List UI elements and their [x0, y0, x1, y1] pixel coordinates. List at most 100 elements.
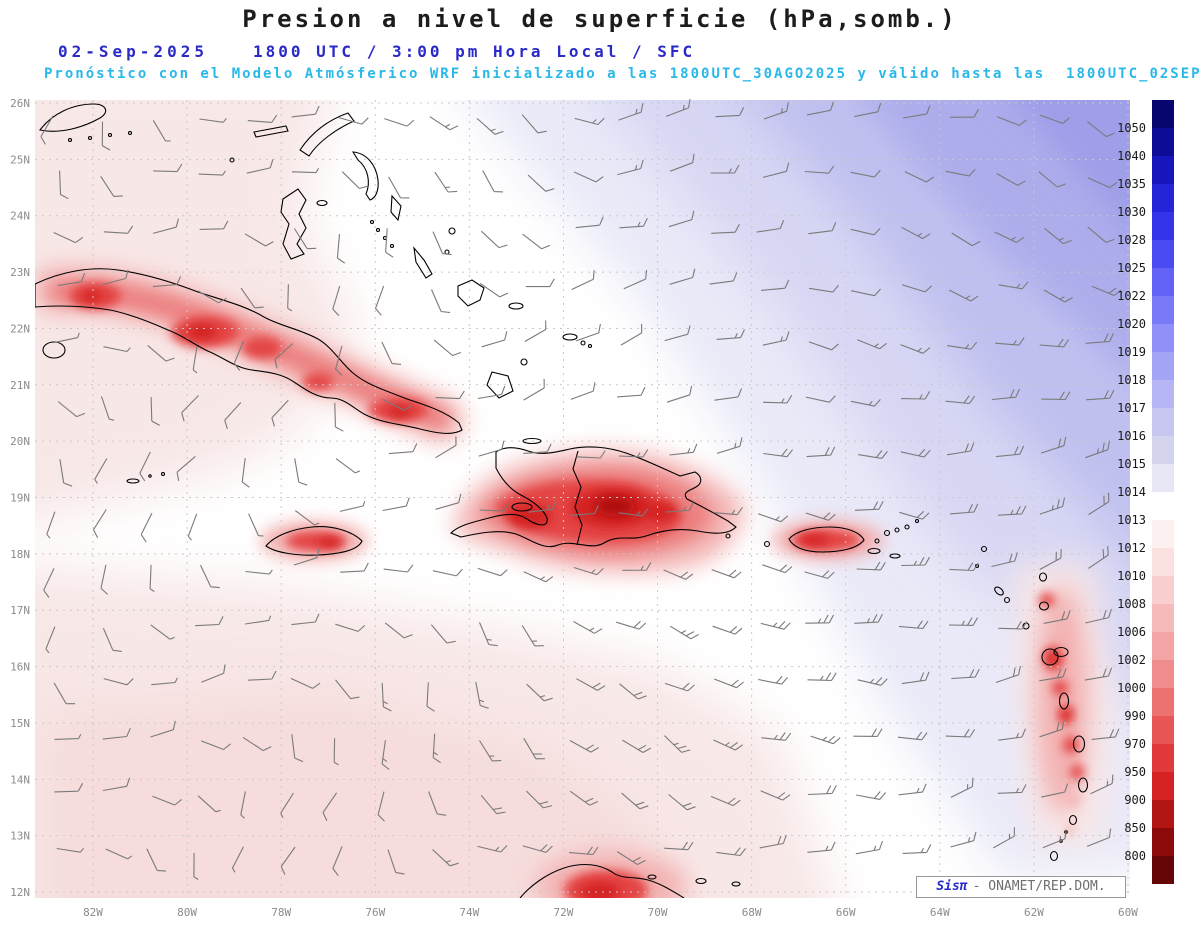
- lon-tick-label: 62W: [1024, 906, 1044, 919]
- lat-tick-label: 18N: [10, 548, 30, 561]
- wind-barb: [804, 165, 835, 174]
- wind-barb: [435, 436, 457, 459]
- wind-barb: [335, 679, 360, 700]
- coastline-keys: [127, 130, 133, 136]
- wind-barb: [1041, 391, 1071, 401]
- wind-barb: [758, 513, 789, 523]
- wind-barb: [949, 562, 979, 572]
- wind-barb: [527, 174, 555, 192]
- wind-barb: [525, 790, 553, 809]
- lat-tick-label: 14N: [10, 773, 30, 786]
- coastline-isla-juventud: [42, 341, 66, 359]
- colorbar-tick-label: 1020: [1117, 317, 1146, 331]
- wind-barb: [194, 616, 224, 627]
- wind-barb: [951, 668, 980, 680]
- wind-barb: [709, 272, 738, 285]
- coastline-mona: [763, 540, 771, 548]
- wind-barb: [481, 331, 508, 348]
- wind-barb: [1087, 226, 1115, 243]
- wind-barb: [759, 834, 787, 849]
- colorbar-segment: [1152, 352, 1174, 380]
- colorbar-segment: [1152, 240, 1174, 268]
- haiti-dr-border: [572, 450, 583, 546]
- colorbar-tick-label: 1012: [1117, 541, 1146, 555]
- wind-barb: [622, 739, 652, 753]
- lat-tick-label: 17N: [10, 604, 30, 617]
- wind-barb: [576, 678, 606, 691]
- wind-barb: [804, 570, 835, 579]
- wind-barb: [850, 227, 881, 236]
- wind-barb: [712, 625, 743, 635]
- wind-barb: [762, 564, 793, 574]
- coastline-puerto-rico: [788, 526, 865, 553]
- wind-barb: [59, 459, 73, 487]
- wind-barb: [197, 795, 221, 813]
- wind-barb: [898, 620, 929, 630]
- lon-tick-label: 78W: [271, 906, 291, 919]
- coastline-little-inagua: [520, 358, 528, 366]
- wind-barb: [760, 790, 791, 801]
- wind-barb: [713, 739, 743, 751]
- shade-red-hispaniola-deep: [508, 504, 552, 528]
- wind-barb: [664, 841, 694, 851]
- wind-barb: [388, 176, 410, 199]
- wind-barb: [430, 624, 456, 644]
- wind-barb: [854, 613, 883, 624]
- coastline-crooked-acklins: [457, 279, 485, 307]
- wind-barb: [762, 162, 790, 178]
- coastline-grande-terre: [1053, 646, 1069, 658]
- wind-barb: [524, 320, 547, 342]
- colorbar-segment: [1152, 800, 1174, 828]
- wind-barb: [477, 845, 508, 853]
- colorbar-segment: [1152, 324, 1174, 352]
- lat-tick-label: 12N: [10, 886, 30, 899]
- colorbar-tick-label: 1015: [1117, 457, 1146, 471]
- wind-barb: [338, 117, 369, 125]
- wind-barb: [618, 508, 649, 517]
- wind-barb: [53, 682, 76, 705]
- wind-barb: [669, 268, 696, 285]
- colorbar-segment: [1152, 492, 1174, 520]
- coastline-abaco: [299, 112, 355, 157]
- wind-barb: [476, 117, 504, 135]
- wind-barb-layer: [40, 99, 1122, 880]
- coastline-florida: [39, 103, 107, 132]
- coastline-turks: [587, 343, 593, 349]
- wind-barb: [1039, 497, 1066, 515]
- wind-barb: [903, 105, 931, 119]
- coastline-great-inagua: [486, 371, 514, 399]
- wind-barb: [763, 394, 793, 404]
- wind-barb: [271, 399, 289, 427]
- wind-barb: [901, 226, 931, 239]
- wind-barb: [1043, 289, 1073, 303]
- wind-barb: [617, 159, 644, 176]
- wind-barb: [854, 501, 884, 511]
- wind-barb: [428, 791, 447, 816]
- lon-tick-label: 70W: [648, 906, 668, 919]
- wind-barb: [385, 228, 394, 258]
- colorbar-tick-label: 1028: [1117, 233, 1146, 247]
- wind-barb: [898, 783, 927, 796]
- wind-barb: [762, 331, 790, 346]
- wind-barb: [1044, 227, 1072, 245]
- wind-barb: [618, 449, 649, 458]
- wind-barb: [432, 849, 459, 867]
- wind-barb: [139, 451, 151, 482]
- wind-barb: [176, 455, 196, 481]
- wind-barb: [997, 505, 1027, 516]
- wind-barb: [897, 731, 928, 741]
- colorbar-tick-label: 1002: [1117, 653, 1146, 667]
- wind-barb: [619, 683, 647, 700]
- wind-barb: [1039, 548, 1062, 570]
- lat-tick-label: 20N: [10, 435, 30, 448]
- wind-barb: [568, 846, 599, 856]
- wind-barb: [200, 564, 220, 589]
- wind-barb: [525, 278, 555, 288]
- wind-barb: [432, 733, 442, 764]
- wind-barb: [1039, 338, 1070, 348]
- wind-barb: [806, 446, 836, 458]
- wind-barb: [850, 399, 881, 407]
- coastline-st-vincent: [1068, 814, 1078, 826]
- coastline-st-thomas: [883, 529, 891, 537]
- lat-tick-label: 15N: [10, 717, 30, 730]
